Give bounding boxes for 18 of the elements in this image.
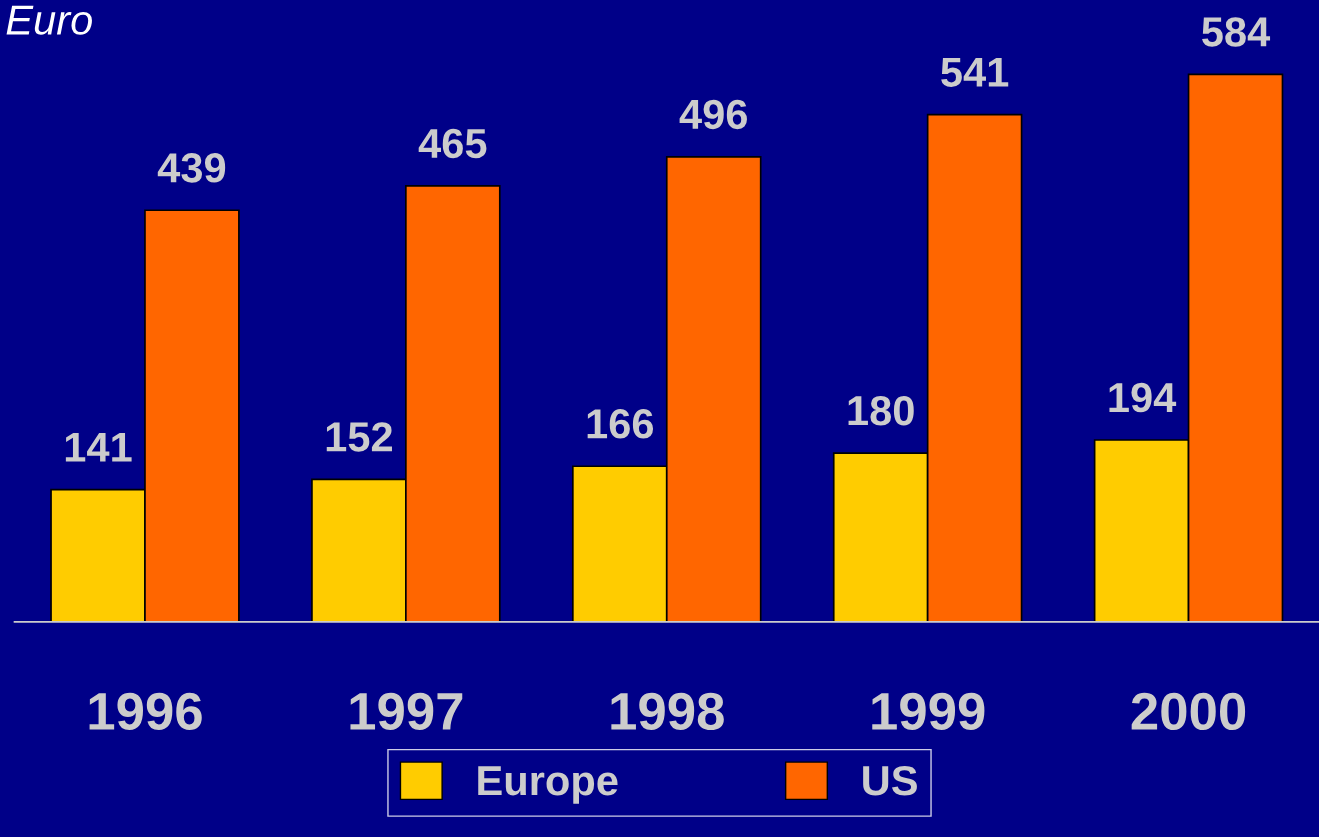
legend-label: US <box>863 765 917 796</box>
data-label: 584 <box>1202 17 1271 47</box>
x-tick-label: 1999 <box>872 692 985 731</box>
data-label: 194 <box>1109 382 1177 413</box>
data-label: 152 <box>326 422 392 452</box>
x-tick-label: 1996 <box>89 692 202 731</box>
data-label: 541 <box>941 57 1009 87</box>
legend-label: Europe <box>478 766 618 804</box>
x-tick-label: 1998 <box>611 692 724 731</box>
data-label: 141 <box>65 432 132 462</box>
x-tick-label: 2000 <box>1131 692 1246 731</box>
data-label: 180 <box>848 395 914 426</box>
data-label: 496 <box>679 99 747 130</box>
chart-title: Euro <box>6 5 92 35</box>
x-tick-label: 1997 <box>350 692 463 731</box>
data-label: 166 <box>587 409 654 439</box>
data-label: 439 <box>157 153 226 183</box>
data-label: 465 <box>418 128 487 159</box>
